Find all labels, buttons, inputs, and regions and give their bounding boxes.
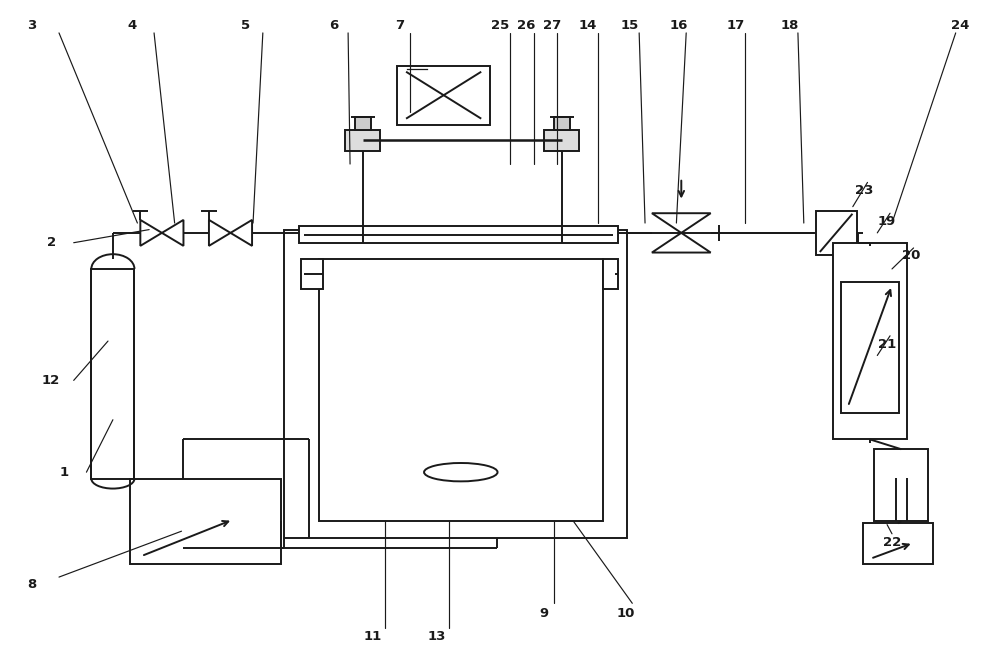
Text: 21: 21	[878, 338, 896, 351]
Bar	[301, 259, 323, 288]
Text: 17: 17	[726, 19, 744, 31]
Text: 10: 10	[616, 607, 635, 619]
Text: 8: 8	[27, 579, 36, 591]
Bar	[130, 479, 281, 564]
Bar	[299, 226, 618, 243]
Bar	[603, 259, 618, 288]
Text: 15: 15	[620, 19, 638, 31]
Text: 9: 9	[540, 607, 549, 619]
Text: 2: 2	[47, 236, 56, 250]
Bar	[833, 243, 907, 440]
Text: 6: 6	[329, 19, 338, 31]
Text: 19: 19	[878, 215, 896, 228]
Bar	[397, 66, 490, 124]
Text: 4: 4	[128, 19, 137, 31]
Text: 5: 5	[241, 19, 250, 31]
Text: 24: 24	[951, 19, 970, 31]
Bar	[91, 269, 134, 479]
Text: 26: 26	[517, 19, 536, 31]
Text: 18: 18	[781, 19, 799, 31]
Text: 25: 25	[491, 19, 509, 31]
Text: 1: 1	[59, 466, 68, 479]
Text: 22: 22	[883, 536, 901, 549]
Text: 27: 27	[543, 19, 561, 31]
Text: 13: 13	[427, 630, 445, 643]
Text: 3: 3	[27, 19, 36, 31]
Text: 23: 23	[855, 184, 874, 197]
Bar	[345, 130, 380, 151]
Bar	[816, 211, 857, 254]
Text: 14: 14	[579, 19, 597, 31]
Ellipse shape	[424, 463, 498, 482]
Text: 12: 12	[42, 374, 60, 387]
Bar	[319, 259, 603, 521]
Bar	[355, 117, 371, 130]
Bar	[841, 282, 899, 413]
Bar	[863, 523, 933, 564]
Text: 16: 16	[669, 19, 688, 31]
Bar	[284, 229, 627, 538]
Bar	[544, 130, 579, 151]
Text: 7: 7	[395, 19, 405, 31]
Bar	[554, 117, 570, 130]
Bar	[874, 450, 928, 521]
Text: 11: 11	[363, 630, 382, 643]
Text: 20: 20	[902, 250, 921, 262]
